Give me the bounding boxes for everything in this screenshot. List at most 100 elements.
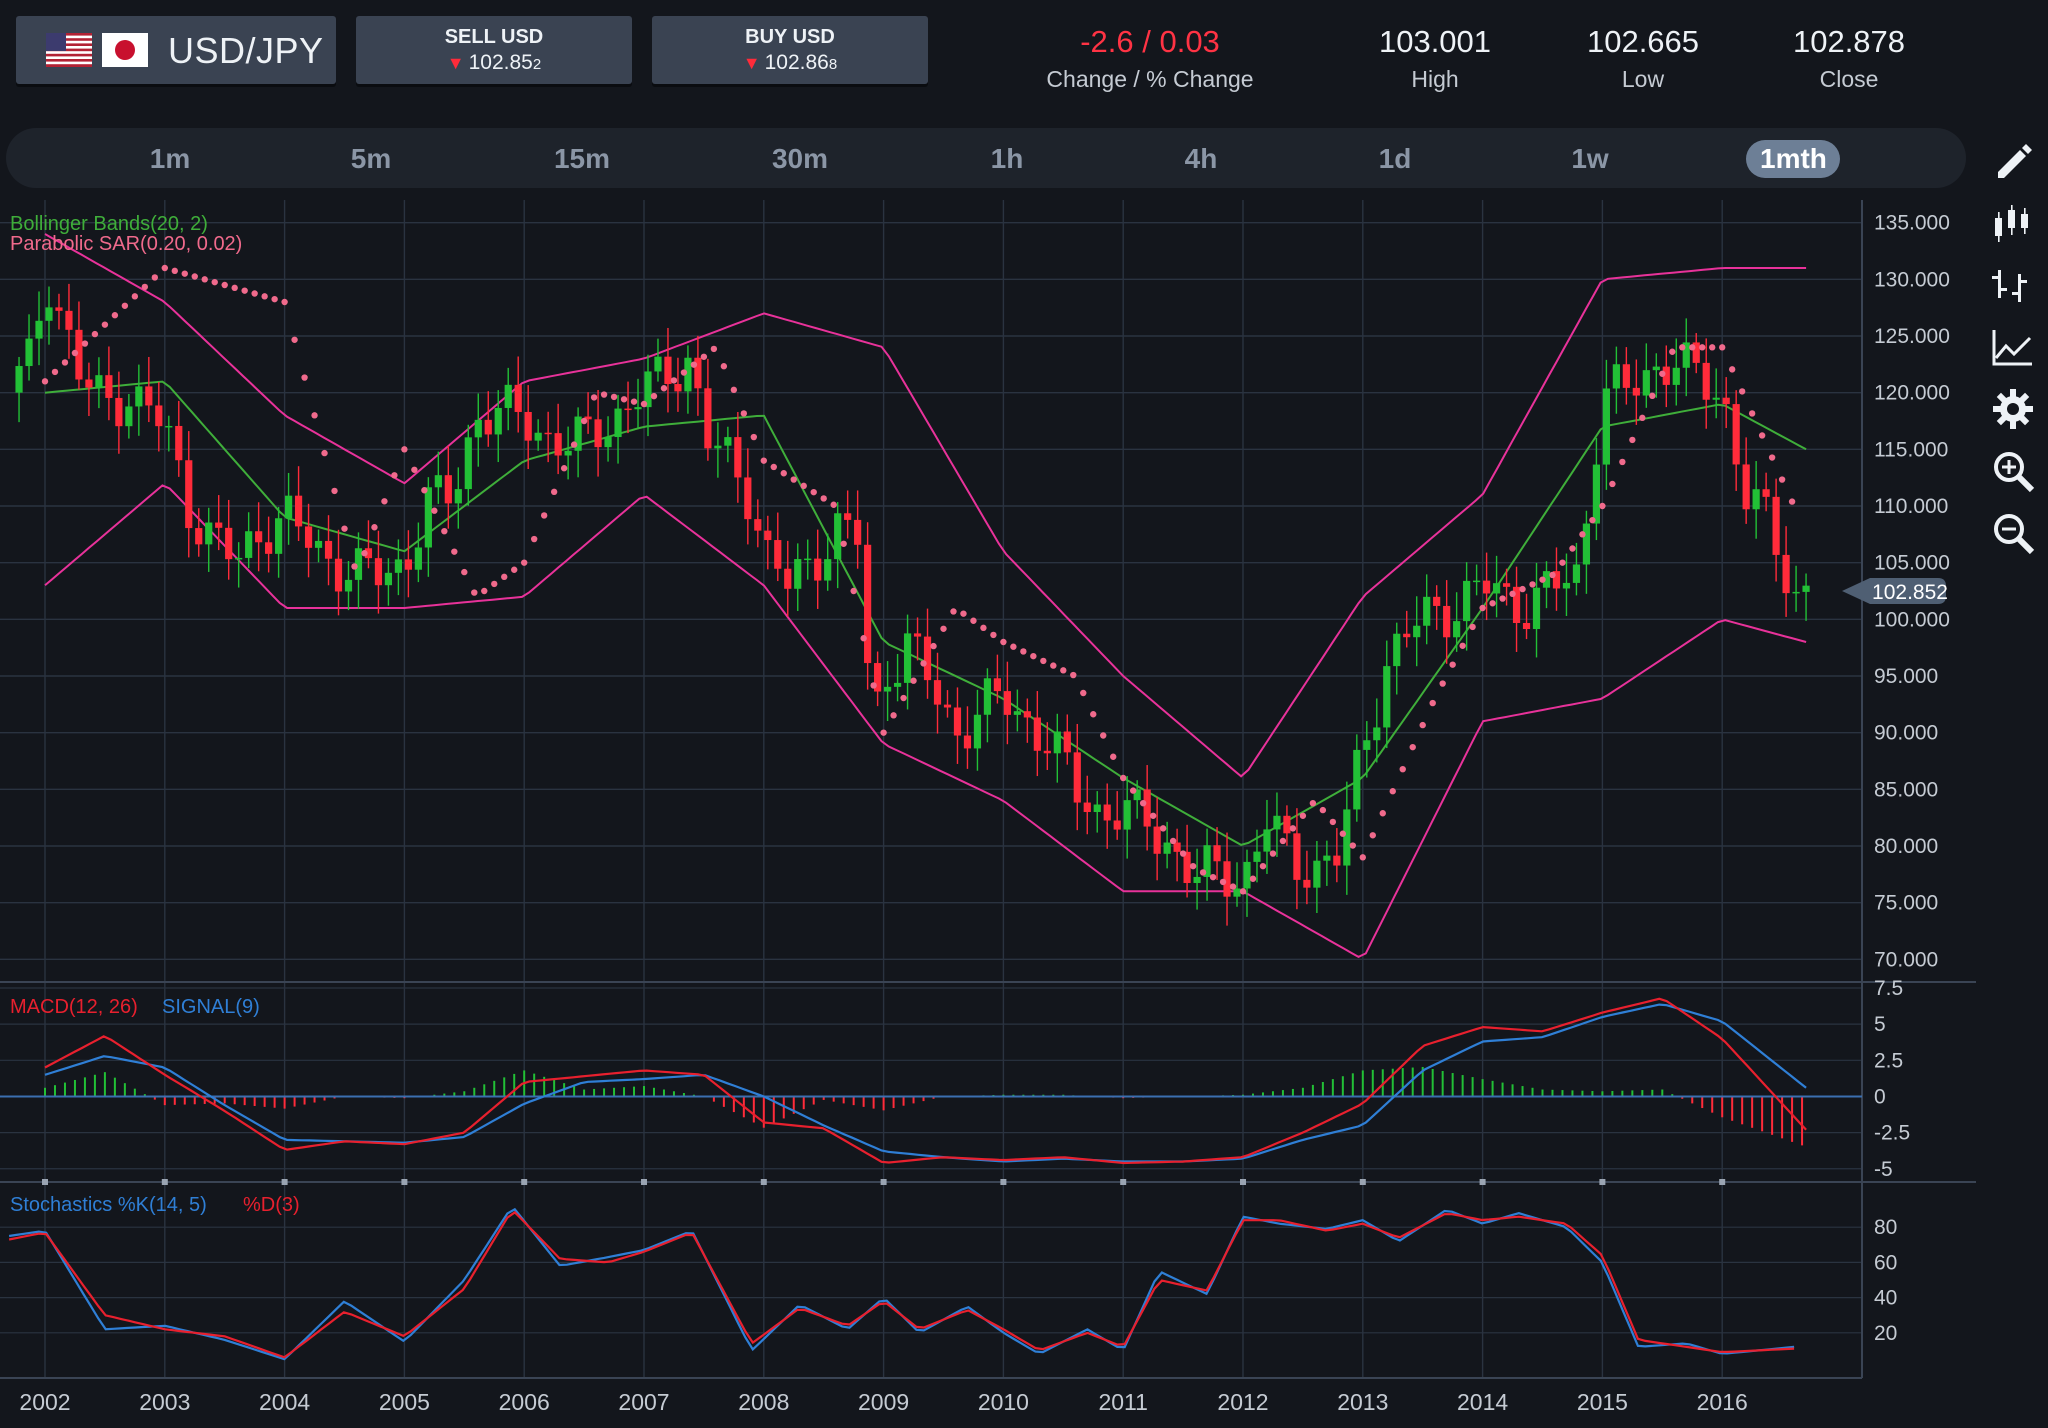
candle-body bbox=[963, 735, 972, 749]
stat-close: 102.878 Close bbox=[1744, 24, 1954, 93]
zoom-in-icon[interactable] bbox=[1990, 448, 2036, 494]
sar-dot bbox=[690, 361, 698, 368]
sar-dot bbox=[501, 573, 508, 581]
candle-body bbox=[1073, 752, 1081, 803]
candle-body bbox=[1333, 855, 1341, 866]
candle-body bbox=[1652, 366, 1660, 371]
sar-dot bbox=[1289, 825, 1297, 832]
candle-body bbox=[1093, 804, 1101, 813]
sar-dot bbox=[1090, 711, 1097, 718]
sar-dot bbox=[830, 501, 837, 508]
sar-dot bbox=[1149, 812, 1157, 819]
candle-body bbox=[165, 425, 173, 428]
macd-tick-label: 7.5 bbox=[1874, 977, 1903, 1000]
sar-dot bbox=[1219, 878, 1227, 886]
sar-dot bbox=[1020, 648, 1027, 655]
year-tick-label: 2016 bbox=[1697, 1389, 1748, 1415]
price-tick-label: 100.000 bbox=[1874, 608, 1950, 631]
candle-body bbox=[1243, 861, 1251, 889]
sar-dot bbox=[1419, 721, 1426, 729]
candle-body bbox=[225, 527, 233, 560]
us-flag-icon bbox=[46, 33, 92, 67]
candle-body bbox=[534, 432, 542, 441]
timeframe-15m[interactable]: 15m bbox=[553, 143, 611, 174]
timeframe-1mth[interactable]: 1mth bbox=[1746, 140, 1840, 178]
line-chart-icon[interactable] bbox=[1990, 324, 2036, 370]
sell-price-pip: 2 bbox=[532, 56, 542, 73]
sar-dot bbox=[550, 488, 558, 496]
timeframe-4h[interactable]: 4h bbox=[1184, 143, 1218, 174]
candle-body bbox=[454, 489, 462, 504]
candle-body bbox=[1103, 804, 1111, 821]
candle-body bbox=[1612, 364, 1620, 389]
candle-body bbox=[1303, 879, 1311, 888]
stoch-tick-label: 40 bbox=[1874, 1287, 1897, 1310]
sar-dot bbox=[381, 498, 388, 505]
price-chart[interactable]: 135.000 130.000 125.000 120.000 115.000 110.0… bbox=[0, 200, 1976, 1428]
down-arrow-icon: ▼ bbox=[742, 53, 761, 73]
timeframe-1w[interactable]: 1w bbox=[1571, 143, 1609, 174]
candle-body bbox=[1532, 587, 1541, 630]
candle-body bbox=[1582, 523, 1591, 565]
zoom-out-icon[interactable] bbox=[1990, 510, 2036, 556]
sar-dot bbox=[1639, 414, 1646, 422]
sar-dot bbox=[1349, 842, 1357, 849]
year-tick-label: 2014 bbox=[1457, 1389, 1508, 1415]
parabolic-sar bbox=[41, 264, 1796, 895]
year-tick-label: 2003 bbox=[139, 1389, 190, 1415]
sar-dot bbox=[1679, 344, 1686, 351]
sar-dot bbox=[1439, 680, 1446, 687]
pencil-icon[interactable] bbox=[1990, 138, 2036, 184]
gear-icon[interactable] bbox=[1990, 386, 2036, 432]
timeframe-1m[interactable]: 1m bbox=[149, 143, 191, 174]
candle-body bbox=[25, 338, 33, 367]
candle-body bbox=[1682, 342, 1690, 368]
sar-dot bbox=[1768, 454, 1776, 461]
sar-dot bbox=[351, 563, 358, 570]
candle-body bbox=[1373, 727, 1381, 741]
stat-low: 102.665 Low bbox=[1538, 24, 1748, 93]
candle-body bbox=[614, 408, 622, 438]
timeframe-1d[interactable]: 1d bbox=[1378, 143, 1412, 174]
stoch-tick-label: 20 bbox=[1874, 1322, 1897, 1345]
candle-body bbox=[704, 388, 712, 449]
macd-tick-label: 5 bbox=[1874, 1013, 1886, 1036]
ohlc-bars-icon[interactable] bbox=[1990, 262, 2036, 308]
sar-dot bbox=[930, 642, 937, 650]
sar-dot bbox=[181, 270, 188, 277]
macd-axis: 7.5 5 2.5 0 -2.5 -5 bbox=[1874, 977, 1910, 1181]
sar-dot bbox=[1459, 642, 1466, 649]
candle-body bbox=[125, 406, 133, 427]
sar-dot bbox=[620, 396, 628, 403]
buy-usd-button[interactable]: BUY USD ▼ 102.868 bbox=[652, 16, 928, 84]
candle-body bbox=[1013, 711, 1021, 715]
sar-dot bbox=[1339, 830, 1347, 837]
sar-dot bbox=[1319, 806, 1327, 814]
sar-dot bbox=[810, 488, 817, 496]
sar-dot bbox=[301, 374, 308, 381]
candle-body bbox=[1223, 861, 1231, 897]
timeframe-1h[interactable]: 1h bbox=[990, 143, 1024, 174]
timeframe-5m[interactable]: 5m bbox=[350, 143, 392, 174]
sell-usd-button[interactable]: SELL USD ▼ 102.852 bbox=[356, 16, 632, 84]
timeframe-30m[interactable]: 30m bbox=[771, 143, 829, 174]
candle-body bbox=[145, 386, 153, 406]
year-marker bbox=[42, 1179, 48, 1185]
candle-body bbox=[344, 579, 353, 592]
candle-body bbox=[1642, 370, 1650, 396]
candle-body bbox=[464, 437, 472, 490]
sar-dot bbox=[960, 610, 967, 617]
candle-body bbox=[1562, 582, 1571, 589]
currency-pair-selector[interactable]: USD/JPY bbox=[16, 16, 336, 84]
sar-dot bbox=[600, 391, 608, 398]
candle-body bbox=[434, 475, 442, 488]
candlestick-icon[interactable] bbox=[1990, 200, 2036, 246]
bollinger-label: Bollinger Bands(20, 2) bbox=[10, 213, 208, 235]
candle-body bbox=[1632, 387, 1640, 396]
candle-body bbox=[694, 357, 702, 389]
candle-body bbox=[973, 714, 982, 749]
sar-dot bbox=[1728, 366, 1736, 373]
sar-dot bbox=[910, 677, 917, 684]
candle-body bbox=[1512, 586, 1521, 623]
candle-body bbox=[1023, 711, 1031, 718]
